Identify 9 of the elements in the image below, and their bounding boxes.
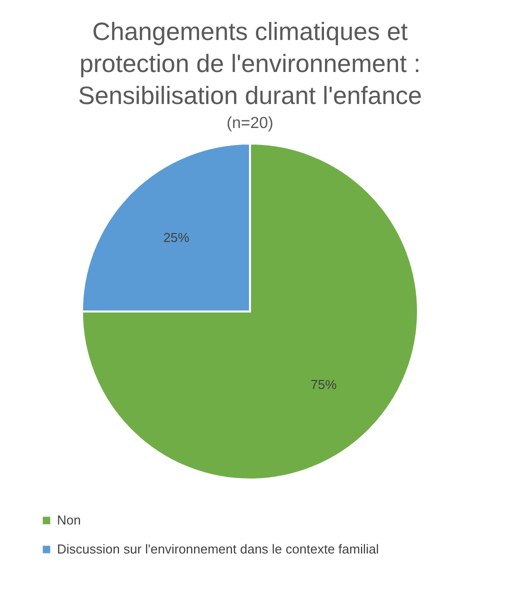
chart-subtitle: (n=20)	[226, 115, 274, 132]
data-label: 75%	[310, 377, 338, 392]
pie-slice	[81, 142, 419, 480]
legend-label: Discussion sur l'environnement dans le contexte familial	[57, 542, 379, 556]
data-label: 25%	[163, 230, 190, 245]
text: protection de l'environnement :	[79, 50, 421, 78]
legend-label: Non	[57, 512, 81, 528]
text: Changements climatiques et	[92, 18, 408, 46]
text: Sensibilisation durant l'enfance	[78, 82, 422, 110]
